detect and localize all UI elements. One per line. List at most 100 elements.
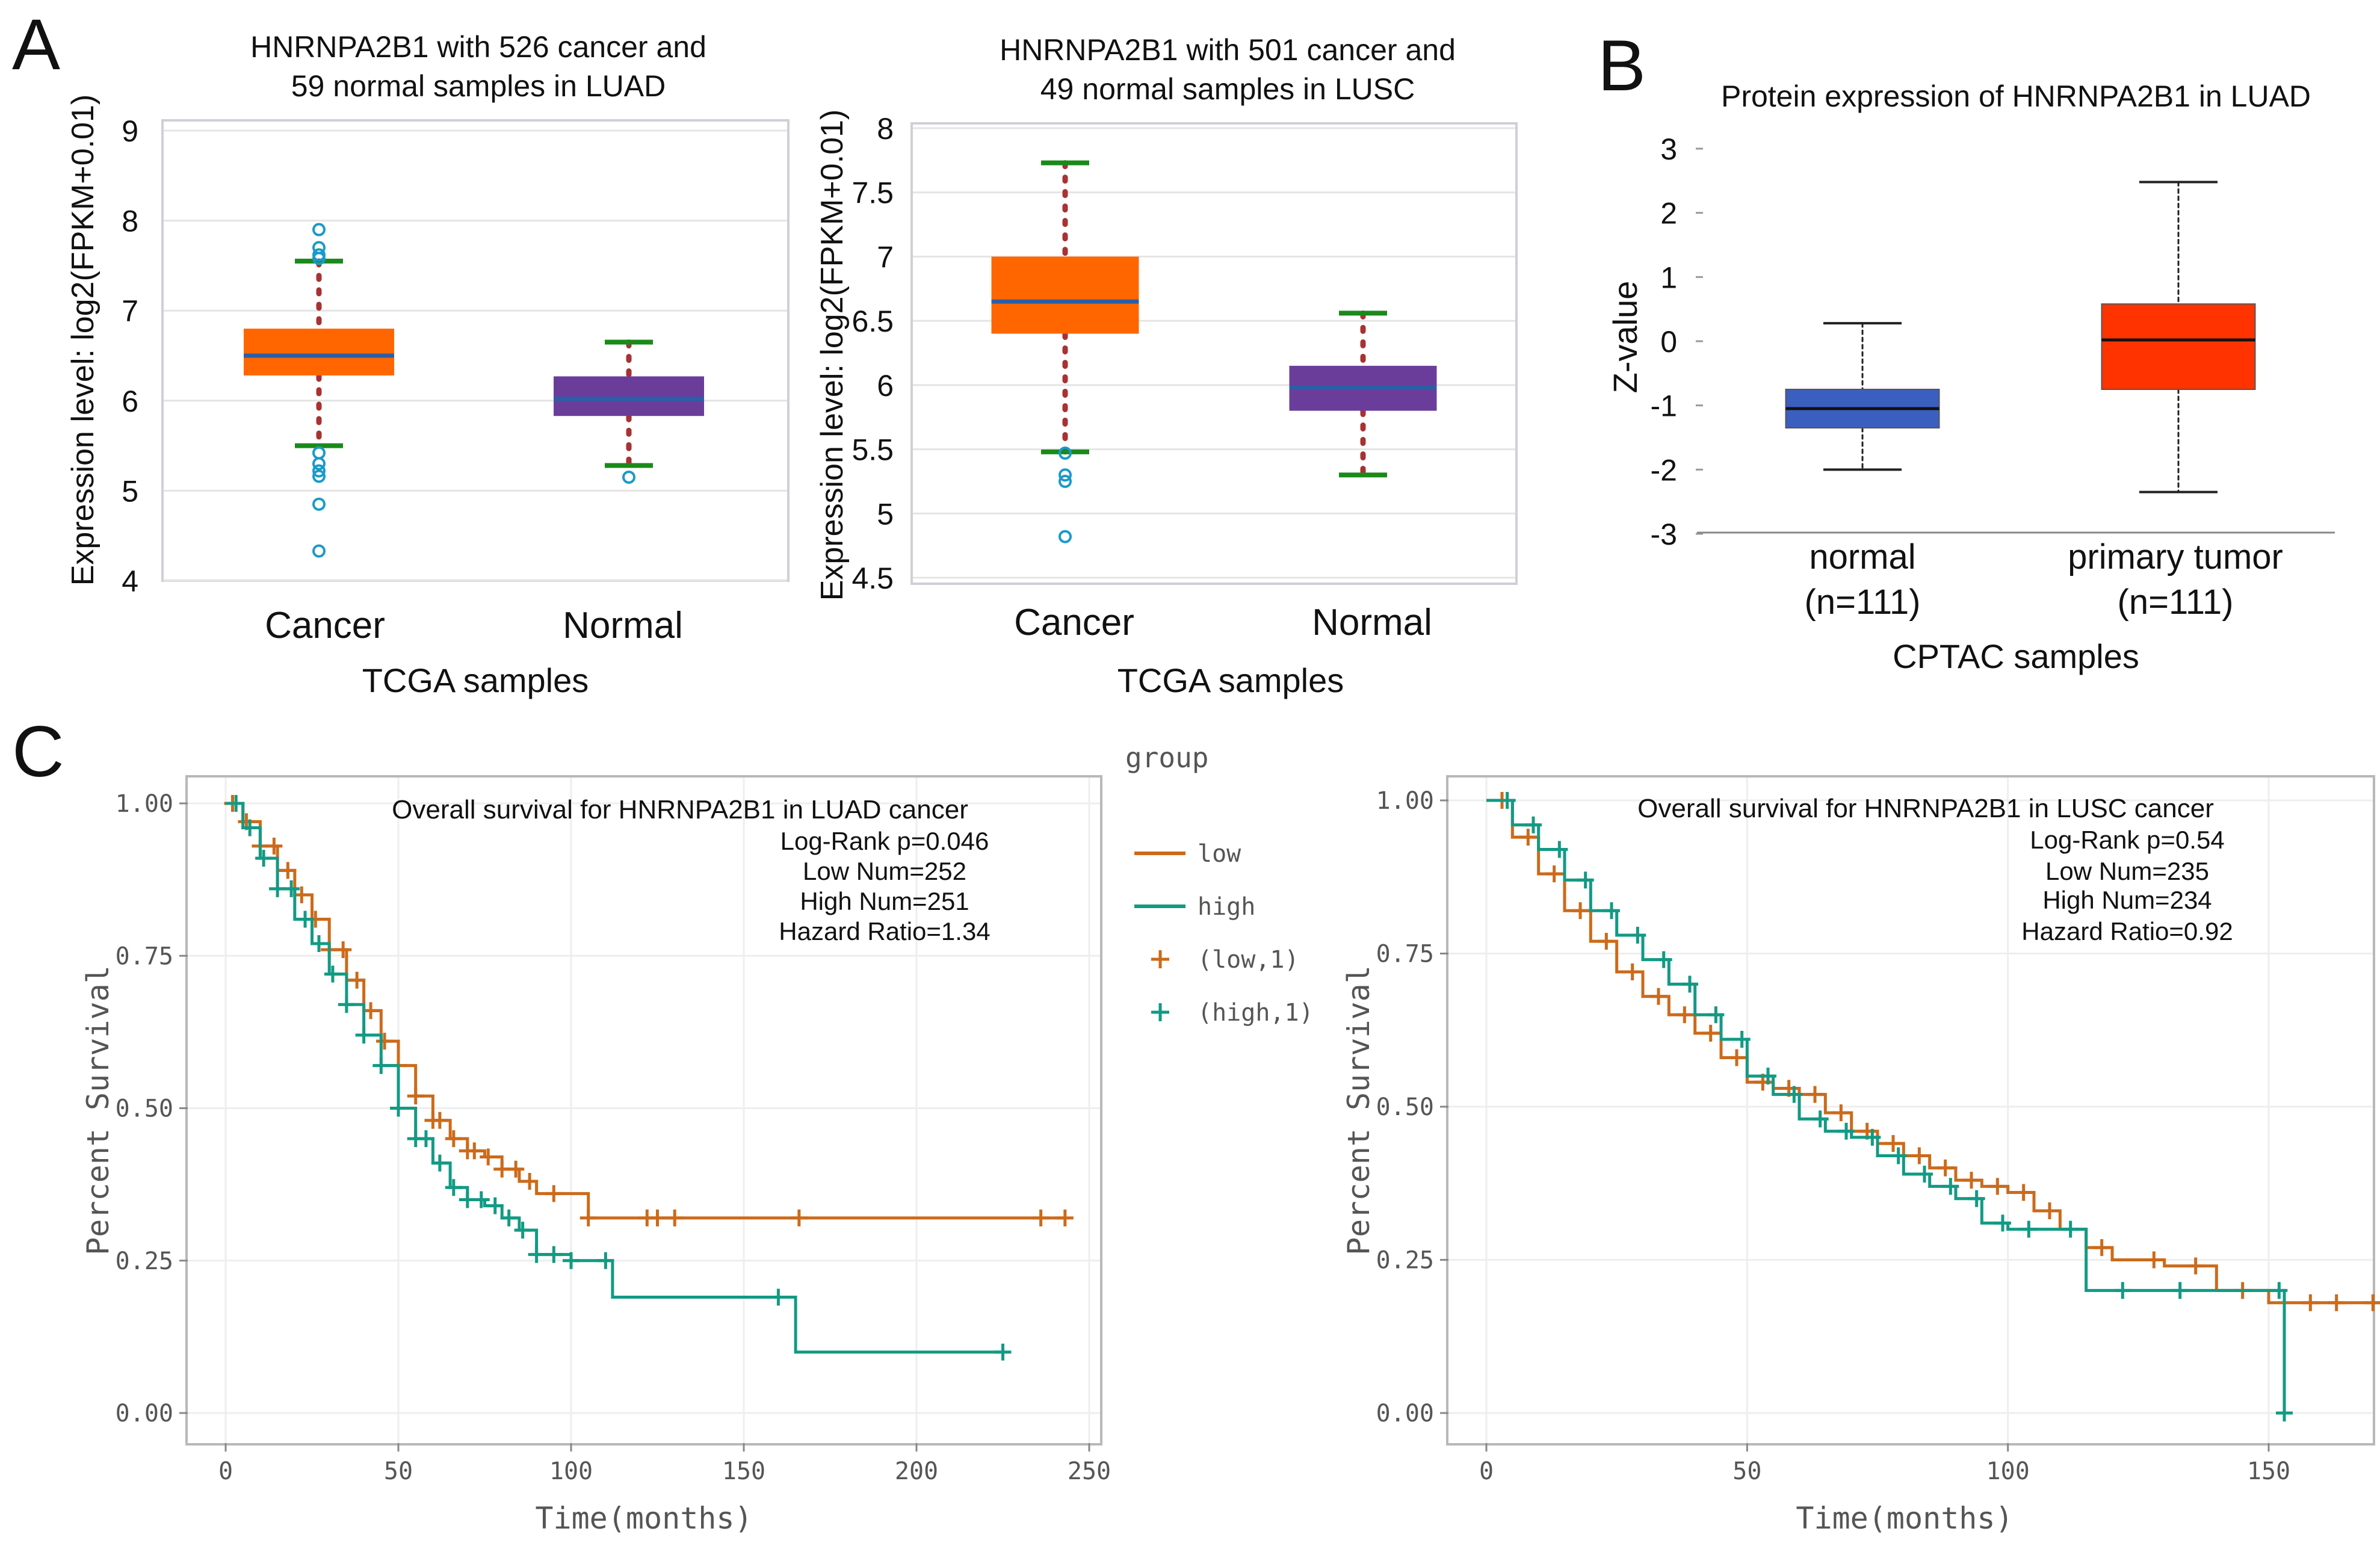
outlier-point xyxy=(1059,446,1072,460)
x-axis-label: Time(months) xyxy=(1796,1501,2013,1536)
censor-mark-low xyxy=(521,1173,539,1190)
censor-mark-high xyxy=(241,819,259,836)
censor-mark-high xyxy=(1890,1147,1907,1164)
luad-survival-plot: 0.00 0.25 0.50 0.75 1.00 0 50 100 150 200 250 Ove… xyxy=(81,775,1111,1536)
x-tick-label: 100 xyxy=(549,1458,593,1485)
censor-mark-high xyxy=(2020,1220,2038,1238)
box-series xyxy=(1785,181,2256,493)
censor-mark-high xyxy=(310,935,327,952)
box-normal xyxy=(1289,310,1437,478)
censor-mark-low xyxy=(265,837,283,855)
y-tick-label: 8 xyxy=(877,112,894,146)
y-tick-labels: 0.00 0.25 0.50 0.75 1.00 xyxy=(116,790,188,1427)
lusc-expression-boxplot: HNRNPA2B1 with 501 cancer and 49 normal … xyxy=(815,33,1518,699)
panel-label-c: C xyxy=(12,711,64,792)
censor-mark-low xyxy=(1936,1159,1954,1177)
luad-expression-boxplot: HNRNPA2B1 with 526 cancer and 59 normal … xyxy=(66,30,790,699)
y-tick-label: 2 xyxy=(1660,197,1677,230)
y-tick-label: 5 xyxy=(877,497,894,531)
plot-area xyxy=(910,122,1518,585)
censor-mark-high xyxy=(597,1252,614,1269)
censor-mark-low xyxy=(1807,1086,1823,1103)
stat-logrank: Log-Rank p=0.046 xyxy=(780,827,989,855)
x-tick-label: 50 xyxy=(1732,1458,1761,1485)
legend-label: low xyxy=(1198,840,1241,868)
y-tick-label: 9 xyxy=(122,114,138,148)
x-tick-label: 0 xyxy=(218,1458,233,1485)
censor-mark-low xyxy=(348,971,366,989)
box-body xyxy=(554,376,704,416)
censor-mark-high xyxy=(545,1246,563,1263)
censor-mark-low xyxy=(580,1209,597,1226)
y-tick-label: -1 xyxy=(1651,389,1677,423)
outlier-point xyxy=(312,544,326,558)
lusc-survival-plot: 0.00 0.25 0.50 0.75 1.00 0 50 100 150 Overall s… xyxy=(1341,775,2380,1536)
plot-area xyxy=(185,775,1102,1446)
survival-curves xyxy=(224,795,1074,1361)
censor-mark-high xyxy=(283,880,300,897)
x-tick-label: 150 xyxy=(722,1458,765,1485)
category-label-normal: Normal xyxy=(1312,602,1432,643)
chart-title-line2: 49 normal samples in LUSC xyxy=(1040,72,1415,106)
chart-title-line2: 59 normal samples in LUAD xyxy=(291,69,666,103)
box-normal xyxy=(1785,322,1940,471)
censor-mark-high xyxy=(1681,976,1698,993)
stat-hazard-ratio: Hazard Ratio=0.92 xyxy=(2021,917,2233,945)
category-count-tumor: (n=111) xyxy=(2118,583,2234,622)
censor-mark-high xyxy=(2114,1282,2131,1299)
x-axis-label: CPTAC samples xyxy=(1893,637,2139,675)
stat-logrank: Log-Rank p=0.54 xyxy=(2030,826,2224,854)
y-tick-label: 7 xyxy=(122,294,138,328)
box-cancer xyxy=(244,223,394,558)
censor-mark-low xyxy=(2041,1202,2058,1220)
censor-mark-low xyxy=(1624,963,1641,981)
x-tick-label: 200 xyxy=(895,1458,938,1485)
box-cancer xyxy=(991,160,1139,543)
x-tick-label: 150 xyxy=(2247,1458,2290,1485)
category-label-normal: normal xyxy=(1809,537,1915,577)
censor-mark-low xyxy=(1676,1006,1693,1024)
censor-mark-low xyxy=(2364,1294,2380,1311)
censor-mark-low xyxy=(1598,933,1615,950)
legend-items: low high (low,1) (high,1) xyxy=(1134,840,1314,1027)
censor-mark-low xyxy=(545,1185,563,1202)
censor-mark-high xyxy=(255,850,273,867)
y-tick-label: 0.00 xyxy=(116,1400,173,1427)
censor-mark-high xyxy=(1916,1165,1933,1183)
censor-mark-high xyxy=(500,1209,518,1226)
censor-mark-low xyxy=(376,1033,394,1050)
y-tick-labels: 4.5 5 5.5 6 6.5 7 7.5 8 xyxy=(852,112,894,595)
censor-mark-high xyxy=(390,1099,407,1117)
y-tick-label: 6 xyxy=(877,369,894,403)
censor-mark-high xyxy=(1551,841,1568,858)
x-axis-label: Time(months) xyxy=(535,1501,752,1536)
box-body xyxy=(2101,303,2256,390)
censor-mark-low xyxy=(649,1209,666,1226)
censor-mark-high xyxy=(324,965,341,983)
category-label-cancer: Cancer xyxy=(265,605,385,646)
stat-high-num: High Num=234 xyxy=(2042,886,2212,914)
censor-mark-low xyxy=(1989,1178,2006,1195)
outlier-point xyxy=(1059,530,1072,543)
box-series xyxy=(244,223,704,558)
censor-mark-high xyxy=(472,1191,490,1208)
outlier-point xyxy=(1059,468,1072,482)
censor-mark-low xyxy=(279,862,297,879)
censor-mark-high xyxy=(770,1288,787,1306)
censor-mark-low xyxy=(2187,1257,2204,1275)
y-tick-labels: 4 5 6 7 8 9 xyxy=(122,114,138,598)
outlier-point xyxy=(1059,474,1072,488)
y-tick-label: 0.50 xyxy=(116,1095,173,1123)
box-body xyxy=(244,329,394,376)
censor-mark-low xyxy=(480,1148,497,1166)
censor-mark-high xyxy=(1864,1128,1881,1146)
censor-mark-low xyxy=(790,1209,808,1226)
legend-title: group xyxy=(1125,741,1208,774)
box-body xyxy=(991,256,1139,334)
censor-mark-high xyxy=(445,1179,462,1196)
y-axis-label: Expression level: log2(FPKM+0.01) xyxy=(66,94,100,586)
survival-curves xyxy=(1486,792,2380,1421)
y-tick-label: 1 xyxy=(1660,261,1677,294)
legend-item-low1: (low,1) xyxy=(1151,946,1299,974)
